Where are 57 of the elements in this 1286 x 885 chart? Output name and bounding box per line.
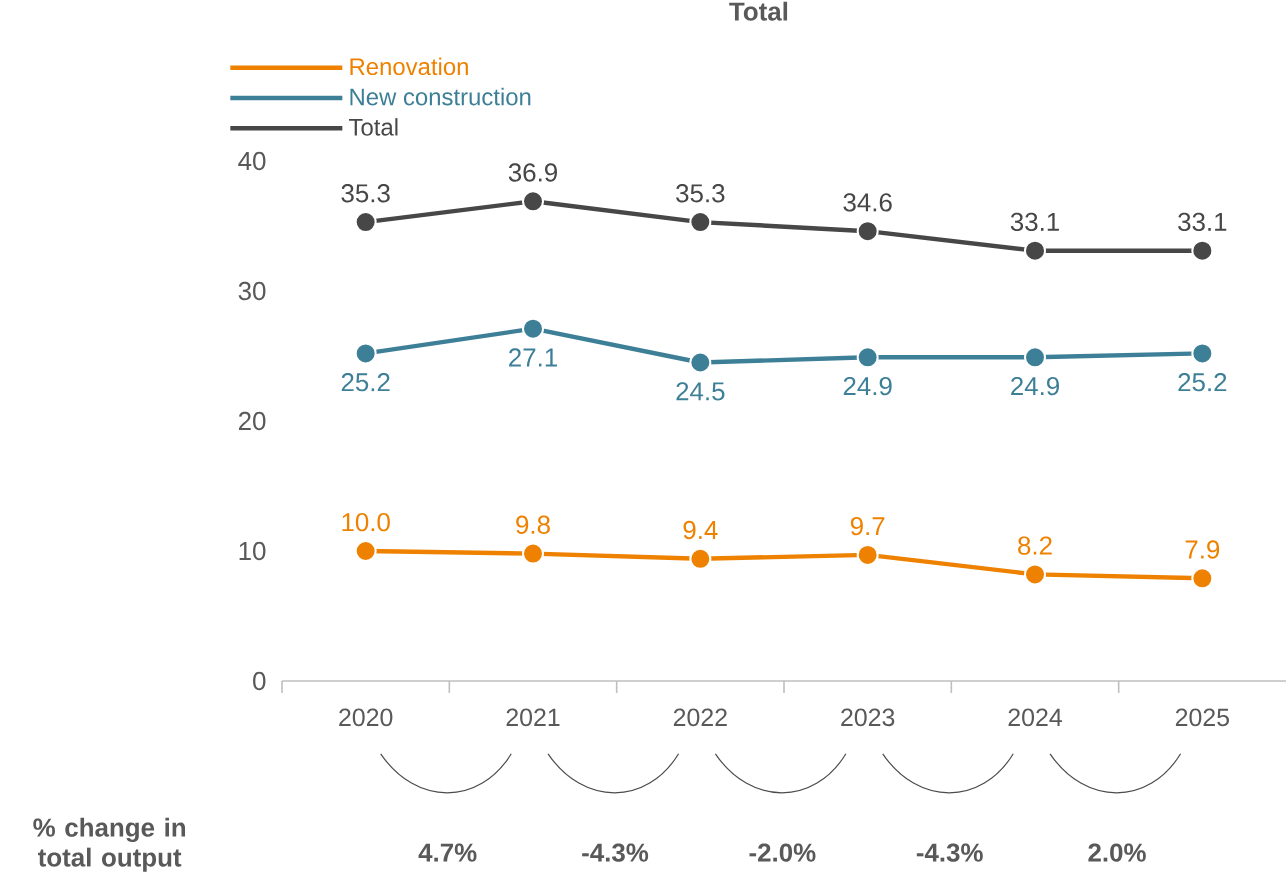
text: 2.0%: [1088, 843, 1146, 862]
data-label: 27.1: [509, 348, 557, 367]
data-label: 24.5: [676, 382, 725, 401]
data-label: 34.6: [843, 193, 892, 212]
legend-label: Total: [349, 118, 398, 136]
point: [689, 351, 712, 374]
x-tick-label: 2020: [339, 708, 393, 727]
point: [1024, 346, 1047, 369]
point: [856, 543, 879, 566]
point: [354, 342, 377, 365]
point: [856, 220, 879, 243]
point: [1024, 563, 1047, 586]
legend-label: Renovation: [350, 57, 468, 76]
point: [1191, 567, 1214, 590]
y-tick-label: 0: [253, 671, 266, 691]
text: % change in total output: [33, 817, 186, 872]
point: [1191, 342, 1214, 365]
x-tick-label: 2025: [1175, 708, 1229, 727]
data-label: 33.1: [1010, 212, 1059, 232]
legend-label: New construction: [350, 87, 531, 106]
chart-title: Total: [729, 1, 788, 21]
point: [522, 190, 544, 213]
point: [522, 542, 544, 565]
point: [522, 317, 544, 340]
x-tick-label: 2022: [673, 708, 727, 727]
data-label: 33.1: [1178, 212, 1227, 232]
data-label: 9.7: [850, 516, 885, 536]
data-label: 9.8: [516, 515, 550, 534]
data-label: 35.3: [676, 184, 725, 203]
data-label: 24.9: [1011, 376, 1059, 396]
point: [856, 346, 879, 369]
y-tick-label: 20: [238, 411, 266, 431]
data-label: 25.2: [341, 373, 390, 392]
x-tick-label: 2021: [506, 708, 560, 727]
x-tick-label: 2024: [1008, 708, 1062, 727]
y-tick-label: 30: [238, 281, 266, 301]
point: [354, 540, 377, 562]
text: 4.7%: [418, 843, 477, 862]
data-label: 7.9: [1185, 540, 1220, 559]
point: [689, 547, 712, 570]
data-label: 8.2: [1018, 536, 1052, 555]
point: [354, 211, 377, 234]
data-label: 9.4: [683, 520, 718, 540]
data-label: 10.0: [342, 513, 390, 532]
data-label: 24.9: [843, 376, 892, 396]
data-label: 35.3: [341, 184, 390, 203]
y-tick-label: 40: [238, 151, 266, 171]
text: -4.3%: [916, 843, 983, 862]
data-label: 36.9: [508, 163, 557, 182]
text: -2.0%: [749, 843, 816, 862]
data-label: 25.2: [1178, 373, 1227, 392]
text: -4.3%: [582, 843, 649, 862]
point: [1191, 239, 1214, 262]
point: [689, 211, 712, 234]
x-tick-label: 2023: [841, 708, 895, 727]
y-tick-label: 10: [239, 541, 266, 561]
point: [1024, 239, 1047, 262]
